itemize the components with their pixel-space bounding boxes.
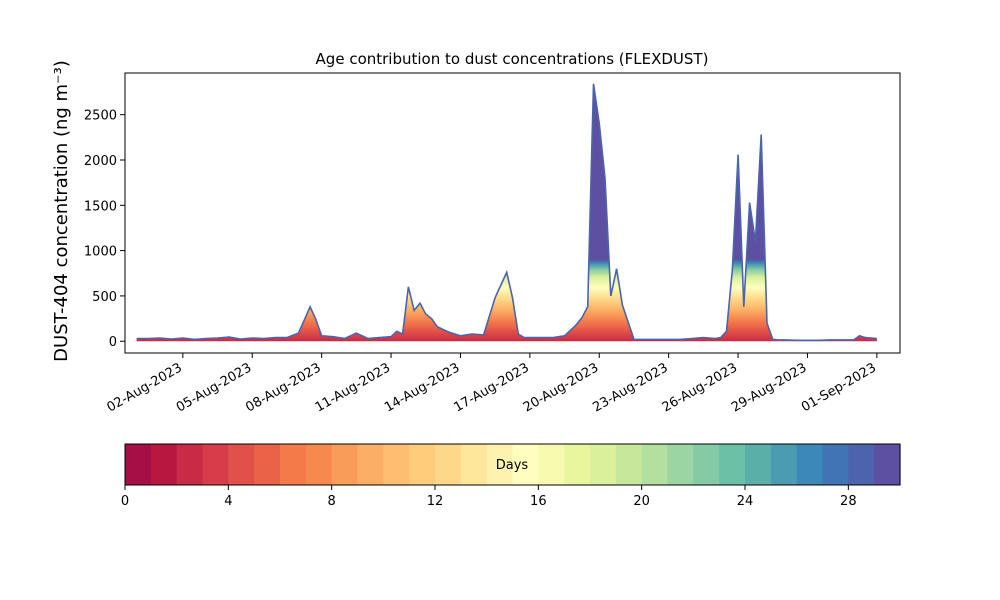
colorbar-bin (822, 444, 849, 485)
colorbar-bin (202, 444, 229, 485)
colorbar-tick-label: 28 (840, 494, 857, 509)
y-tick-label: 2000 (84, 154, 117, 169)
colorbar-bin (176, 444, 204, 485)
x-tick-label: 17-Aug-2023 (452, 360, 532, 415)
colorbar-bin (435, 444, 462, 485)
x-tick-label: 02-Aug-2023 (104, 360, 184, 415)
colorbar-tick-label: 24 (737, 494, 754, 509)
colorbar-ticks: 0 4 8 12 16 20 24 28 (121, 485, 857, 509)
y-axis-ticks: 0 500 1000 1500 2000 2500 (84, 109, 125, 350)
y-axis-label: DUST-404 concentration (ng m⁻³) (51, 60, 72, 362)
chart-title: Age contribution to dust concentrations … (316, 50, 709, 68)
colorbar-tick-label: 4 (224, 494, 232, 509)
colorbar-bin (254, 444, 281, 485)
colorbar-bins (125, 444, 901, 485)
colorbar-bin (693, 444, 720, 485)
colorbar-bin (615, 444, 643, 485)
total-concentration-line (136, 83, 877, 342)
colorbar-bin (770, 444, 798, 485)
colorbar-tick-label: 0 (121, 494, 129, 509)
x-tick-label: 26-Aug-2023 (660, 360, 740, 415)
colorbar-bin (125, 444, 152, 485)
colorbar-bin (305, 444, 333, 485)
x-tick-label: 11-Aug-2023 (313, 360, 393, 415)
colorbar-bin (538, 444, 565, 485)
colorbar-bin (641, 444, 669, 485)
colorbar-tick-label: 16 (530, 494, 547, 509)
colorbar-bin (848, 444, 875, 485)
colorbar-bin (228, 444, 255, 485)
colorbar-bin (512, 444, 539, 485)
y-tick-label: 0 (109, 335, 117, 350)
colorbar-bin (667, 444, 694, 485)
colorbar: Days 0 4 8 12 16 20 24 28 (121, 443, 901, 509)
plot-area: 0 500 1000 1500 2000 2500 02-Aug-202305-Aug-2… (84, 72, 901, 416)
colorbar-bin (357, 444, 384, 485)
colorbar-bin (486, 444, 514, 485)
colorbar-bin (874, 444, 901, 485)
colorbar-frame (124, 443, 901, 486)
x-tick-label: 14-Aug-2023 (382, 360, 462, 415)
x-tick-label: 08-Aug-2023 (243, 360, 323, 415)
colorbar-bin (331, 444, 359, 485)
age-stacked-area (136, 83, 877, 342)
x-tick-label: 23-Aug-2023 (590, 360, 670, 415)
y-tick-label: 1000 (84, 245, 117, 260)
colorbar-label: Days (496, 458, 529, 473)
colorbar-tick-label: 12 (427, 494, 444, 509)
colorbar-bin (383, 444, 410, 485)
colorbar-bin (590, 444, 617, 485)
colorbar-bin (280, 444, 307, 485)
x-axis-ticks: 02-Aug-202305-Aug-202308-Aug-202311-Aug-… (104, 353, 879, 416)
colorbar-tick-label: 8 (328, 494, 336, 509)
plot-frame (124, 72, 901, 354)
y-tick-label: 1500 (84, 199, 117, 214)
colorbar-bin (719, 444, 746, 485)
colorbar-bin (150, 444, 178, 485)
x-tick-label: 20-Aug-2023 (521, 360, 601, 415)
colorbar-bin (564, 444, 591, 485)
colorbar-bin (460, 444, 488, 485)
colorbar-bin (796, 444, 824, 485)
x-tick-label: 29-Aug-2023 (729, 360, 809, 415)
x-tick-label: 01-Sep-2023 (799, 360, 879, 415)
colorbar-bin (409, 444, 436, 485)
y-tick-label: 2500 (84, 109, 117, 124)
colorbar-tick-label: 20 (633, 494, 650, 509)
colorbar-bin (745, 444, 772, 485)
y-tick-label: 500 (92, 290, 117, 305)
x-tick-label: 05-Aug-2023 (174, 360, 254, 415)
